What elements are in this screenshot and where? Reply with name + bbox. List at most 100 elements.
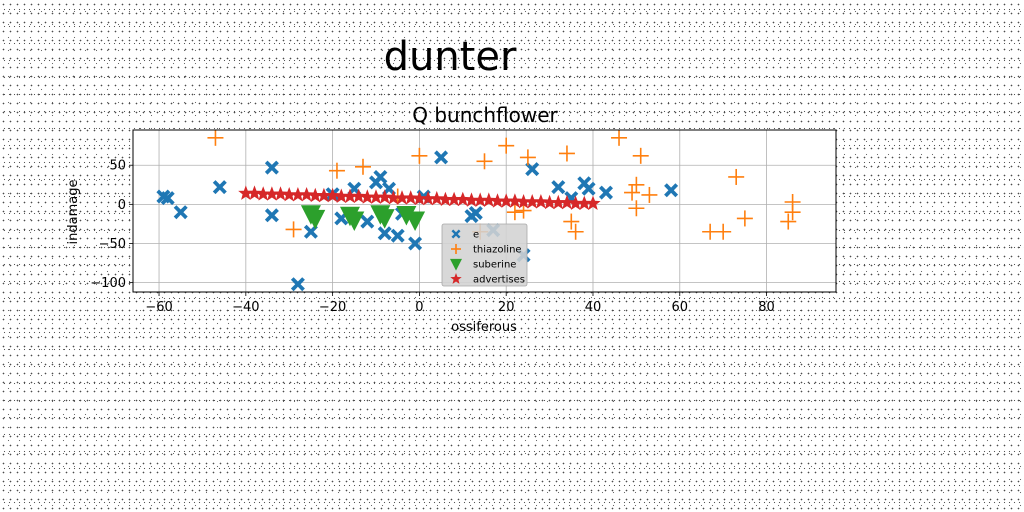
data-point <box>628 200 645 217</box>
data-point <box>342 188 358 203</box>
data-point <box>437 191 454 207</box>
data-point <box>641 186 658 203</box>
data-point <box>429 190 445 206</box>
y-axis-ticks: 50 0 −50 −100 <box>90 159 133 291</box>
data-point <box>585 195 601 210</box>
data-point <box>784 204 801 221</box>
data-point <box>519 149 536 166</box>
data-point <box>403 190 419 205</box>
series-thiazoline <box>207 129 801 240</box>
data-point <box>408 236 423 251</box>
data-point <box>632 147 649 164</box>
data-point <box>455 191 471 207</box>
x-axis-label: ossiferous <box>451 320 517 335</box>
data-point <box>285 221 302 238</box>
data-point <box>307 187 323 203</box>
data-points <box>156 129 801 292</box>
data-point <box>305 209 326 230</box>
data-point <box>599 185 613 200</box>
legend-label-suberine: suberine <box>473 260 516 271</box>
series-suberine <box>300 205 426 231</box>
data-point <box>290 277 305 292</box>
data-point <box>290 187 306 202</box>
data-point <box>359 189 375 204</box>
data-point <box>212 180 227 195</box>
data-point <box>325 187 341 203</box>
data-point <box>481 192 497 207</box>
y-axis-label: indamage <box>66 180 81 245</box>
data-point <box>299 187 315 202</box>
data-point <box>736 210 753 227</box>
data-point <box>728 168 745 185</box>
x-tick-label: −40 <box>232 300 259 315</box>
data-point <box>368 189 384 204</box>
data-point <box>281 187 297 202</box>
data-point <box>463 192 480 207</box>
data-point <box>344 211 365 231</box>
data-point <box>394 190 410 205</box>
data-point <box>351 188 367 203</box>
data-point <box>533 194 549 209</box>
data-point <box>377 226 392 241</box>
data-point <box>525 162 540 177</box>
data-point <box>551 180 566 195</box>
data-point <box>568 195 584 210</box>
data-point <box>238 185 254 200</box>
legend-box <box>441 223 528 287</box>
data-point <box>160 191 175 206</box>
data-point <box>255 186 271 201</box>
data-point <box>272 186 289 201</box>
data-point <box>581 181 596 196</box>
axes-frame <box>132 129 837 293</box>
data-point <box>434 150 449 165</box>
data-point <box>420 190 436 206</box>
data-point <box>316 187 332 203</box>
data-point <box>524 194 540 209</box>
data-point <box>328 162 345 179</box>
data-point <box>611 129 628 146</box>
y-tick-label: 0 <box>118 198 126 213</box>
data-point <box>390 228 405 243</box>
data-point <box>264 208 279 223</box>
data-point <box>411 147 428 164</box>
data-point <box>780 213 797 230</box>
x-axis-ticks: −60 −40 −20 0 20 40 60 80 <box>145 292 775 315</box>
legend-marker-e <box>451 229 461 239</box>
data-point <box>506 204 523 221</box>
legend-label-e: e <box>473 230 479 241</box>
data-point <box>558 145 575 162</box>
y-tick-label: −50 <box>99 237 126 252</box>
x-tick-label: 40 <box>585 300 602 315</box>
data-point <box>498 193 514 208</box>
data-point <box>333 188 349 203</box>
data-point <box>405 211 426 231</box>
y-tick-label: 50 <box>109 159 126 174</box>
data-point <box>264 160 279 175</box>
data-point <box>374 209 395 229</box>
data-point <box>664 183 679 198</box>
data-point <box>507 193 523 208</box>
data-point <box>207 129 224 146</box>
data-point <box>377 189 393 204</box>
data-point <box>446 191 462 207</box>
data-point <box>173 205 188 220</box>
data-point <box>498 137 515 154</box>
y-tick-label: −100 <box>90 276 126 291</box>
data-point <box>396 206 417 226</box>
data-point <box>303 224 318 239</box>
legend-label-thiazoline: thiazoline <box>473 245 522 256</box>
legend-marker-advertises <box>450 273 462 284</box>
figure-suptitle: dunter <box>384 34 517 80</box>
series-advertises <box>238 185 601 210</box>
data-point <box>468 206 483 220</box>
x-tick-label: −60 <box>145 300 172 315</box>
x-tick-label: 60 <box>672 300 689 315</box>
data-point <box>550 194 566 210</box>
data-point <box>624 184 641 201</box>
data-point <box>515 194 532 209</box>
data-point <box>628 176 645 193</box>
data-point <box>563 213 580 230</box>
data-point <box>489 193 506 208</box>
x-tick-label: 0 <box>415 300 423 315</box>
